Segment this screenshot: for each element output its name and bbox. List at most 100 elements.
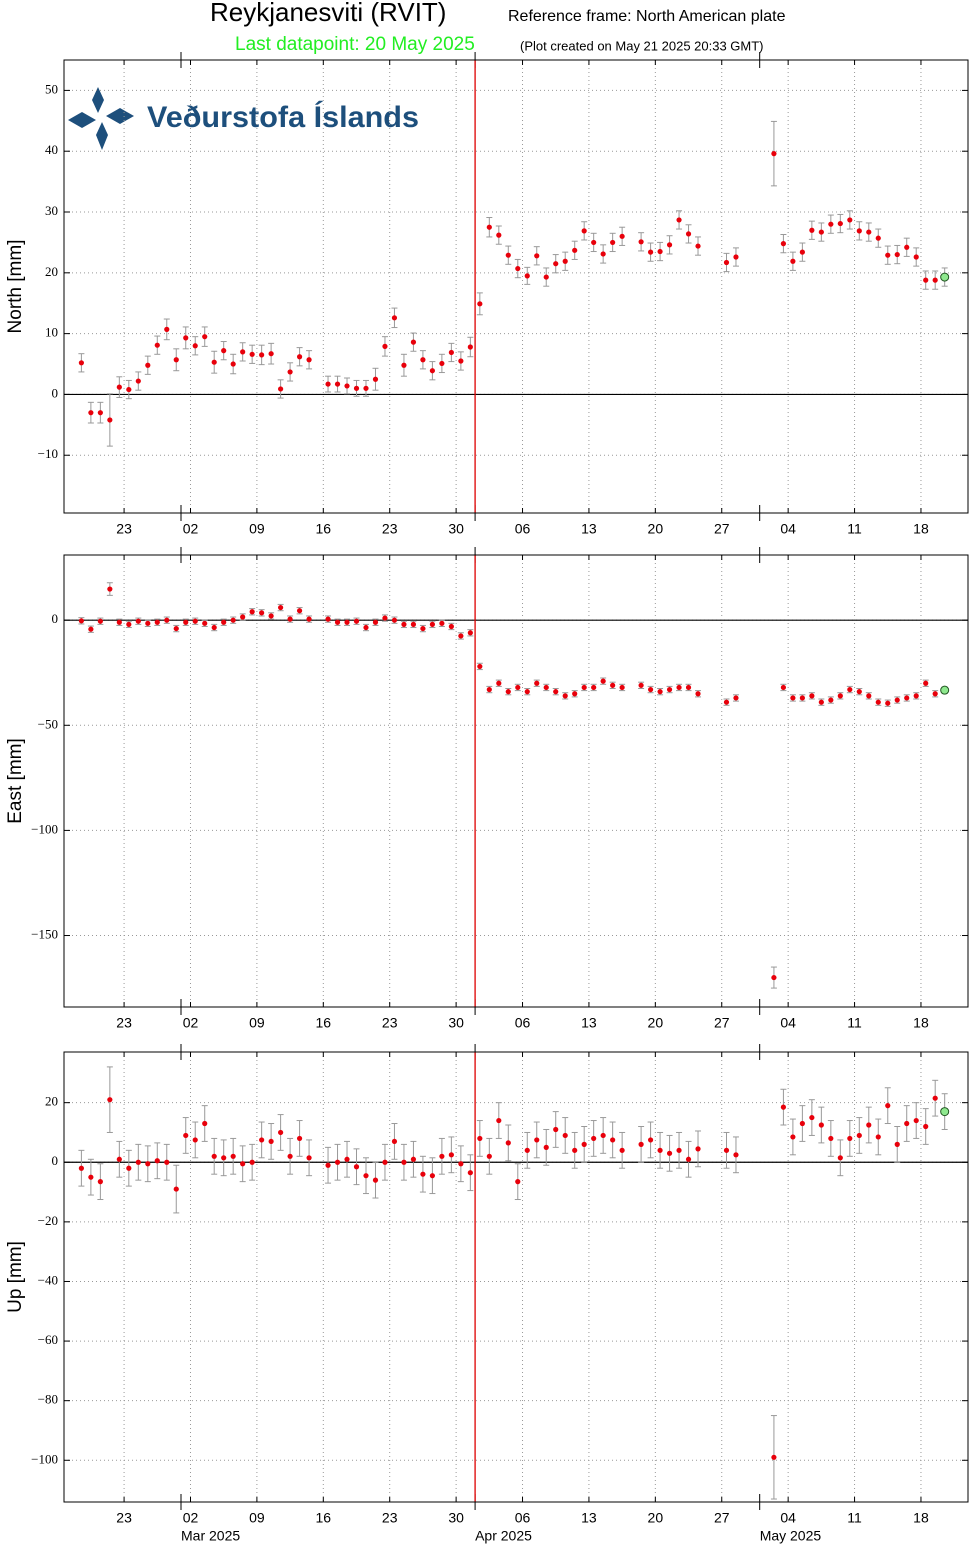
data-point	[296, 1135, 303, 1142]
data-point	[847, 686, 853, 693]
data-point	[306, 357, 312, 363]
data-point	[657, 689, 663, 695]
y-tick-label: −40	[38, 1272, 58, 1287]
data-point	[619, 684, 625, 691]
data-point	[477, 1135, 483, 1142]
data-point	[372, 619, 379, 625]
data-point	[723, 699, 730, 705]
data-point	[420, 625, 426, 632]
data-point	[202, 620, 208, 626]
data-point	[923, 1123, 929, 1130]
data-point	[145, 362, 151, 368]
y-tick-label: 20	[45, 1094, 58, 1109]
data-point	[334, 1159, 341, 1165]
data-point	[439, 620, 445, 626]
data-point	[477, 301, 483, 307]
data-point	[249, 609, 255, 615]
data-point	[543, 684, 549, 691]
data-point	[505, 252, 511, 258]
last-datapoint: Last datapoint: 20 May 2025	[235, 34, 475, 55]
data-point	[885, 1103, 891, 1109]
data-point	[448, 349, 454, 356]
data-point	[923, 680, 929, 686]
y-tick-label: 0	[52, 385, 59, 400]
data-point	[363, 624, 369, 631]
data-point	[467, 630, 473, 636]
data-point	[126, 621, 132, 627]
data-point	[458, 358, 464, 364]
x-tick-label: 27	[714, 521, 730, 537]
data-point	[107, 1097, 113, 1103]
data-point	[401, 621, 407, 627]
data-point	[154, 342, 160, 348]
data-point	[164, 326, 170, 332]
data-point	[173, 625, 179, 632]
data-point	[173, 1186, 179, 1192]
data-point	[932, 691, 938, 697]
month-label: Mar 2025	[181, 1528, 240, 1544]
data-point	[107, 586, 113, 592]
data-point	[676, 684, 682, 691]
data-point	[856, 1132, 862, 1139]
plot-frame	[63, 59, 969, 514]
x-tick-label: 20	[648, 521, 664, 537]
data-point	[372, 1177, 379, 1183]
data-point	[619, 233, 625, 239]
y-tick-label: −150	[31, 927, 58, 942]
data-point	[240, 1161, 246, 1167]
data-point	[268, 1138, 274, 1145]
data-point	[885, 252, 891, 258]
created-note: (Plot created on May 21 2025 20:33 GMT)	[520, 38, 764, 53]
data-point	[809, 1114, 815, 1121]
data-point	[401, 1159, 407, 1165]
x-tick-label: 23	[116, 521, 132, 537]
data-point	[259, 1137, 265, 1143]
data-point	[894, 1141, 900, 1147]
x-tick-label: 02	[183, 1015, 199, 1031]
data-point	[505, 1140, 511, 1146]
data-point	[306, 1155, 312, 1161]
x-tick-label: 23	[382, 521, 398, 537]
data-point	[913, 693, 919, 699]
x-tick-label: 23	[382, 1015, 398, 1031]
data-point	[799, 695, 805, 701]
data-point	[799, 1120, 805, 1127]
data-point	[88, 626, 94, 632]
data-point	[723, 259, 730, 266]
data-point	[666, 686, 673, 693]
y-tick-label: −80	[38, 1392, 58, 1407]
data-point	[828, 697, 834, 703]
data-point	[344, 383, 350, 389]
data-point	[515, 684, 521, 691]
data-point	[211, 359, 217, 365]
data-point	[97, 618, 103, 624]
data-point	[581, 1141, 587, 1147]
month-label: Apr 2025	[475, 1528, 532, 1544]
x-tick-label: 13	[581, 1510, 597, 1526]
data-point	[78, 618, 84, 624]
data-point	[192, 343, 198, 349]
data-point	[173, 357, 179, 363]
data-point	[572, 247, 578, 253]
data-point	[733, 695, 739, 701]
data-point	[116, 1156, 122, 1162]
x-tick-label: 13	[581, 521, 597, 537]
plot-frame	[63, 554, 969, 1008]
data-point	[866, 229, 872, 235]
data-point	[723, 1147, 730, 1153]
data-point	[420, 1171, 426, 1177]
y-tick-label: 20	[45, 264, 58, 279]
data-point	[192, 1137, 198, 1143]
data-point	[202, 334, 208, 340]
data-point	[240, 614, 246, 620]
data-point	[334, 619, 341, 625]
data-point	[401, 362, 407, 368]
data-point	[467, 1170, 473, 1176]
data-point	[610, 1137, 616, 1143]
data-point	[164, 1159, 170, 1165]
data-point	[126, 386, 132, 393]
data-point	[885, 700, 891, 706]
data-point	[685, 1156, 692, 1162]
data-point	[221, 619, 227, 625]
data-point	[685, 684, 692, 691]
